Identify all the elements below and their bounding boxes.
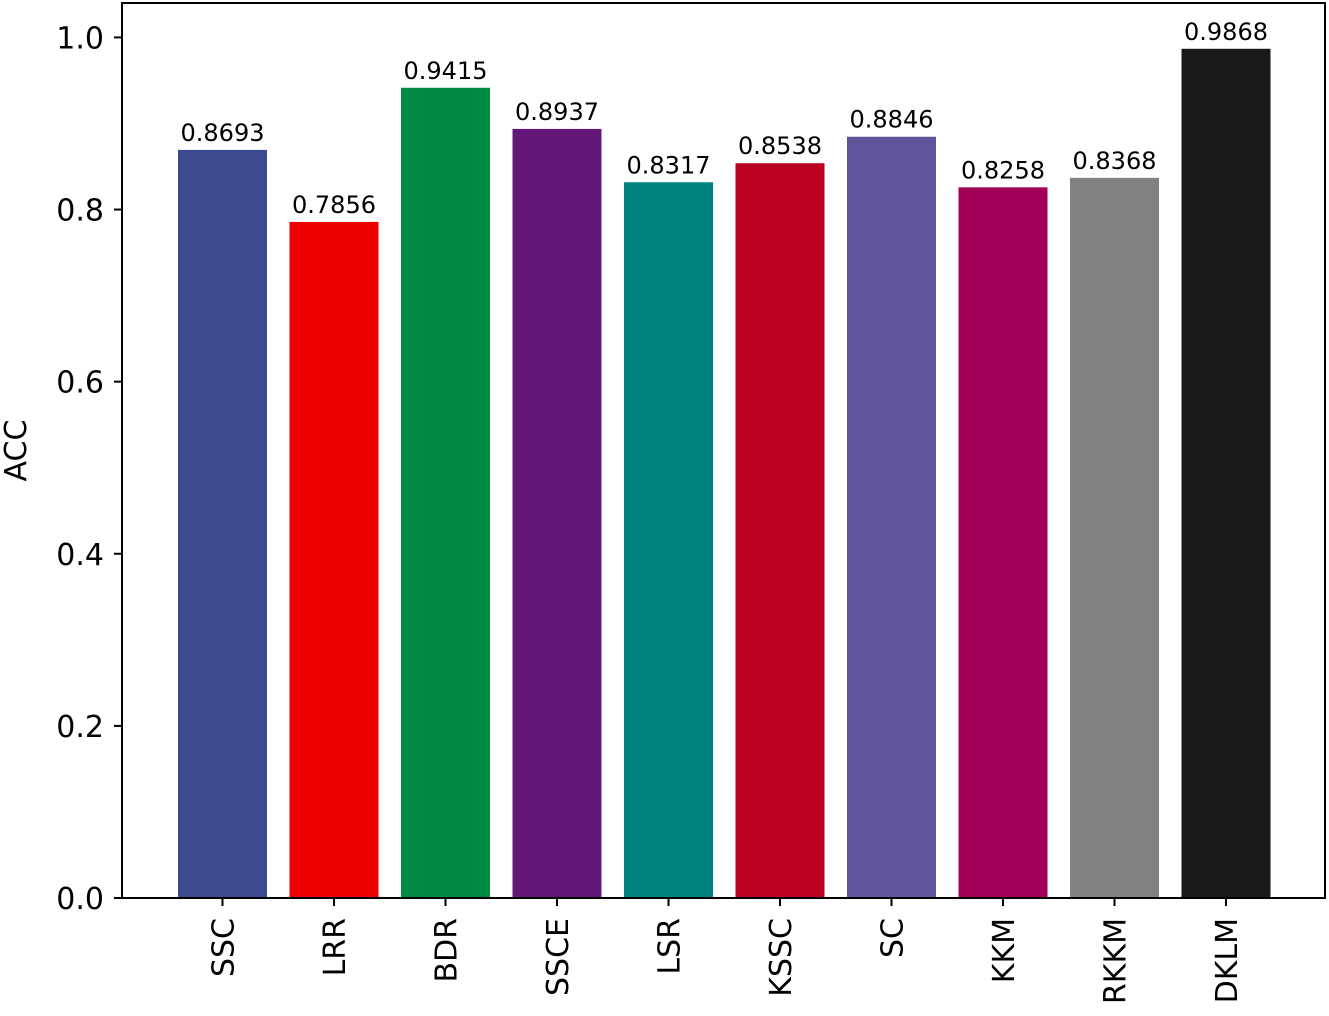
x-axis: SSC LRR BDR SSCE LSR KSSC SC KKM RKKM DKLM	[207, 898, 1245, 1004]
bar-sc	[847, 136, 936, 899]
y-tick-label: 0.0	[56, 882, 104, 917]
bars-layer	[178, 48, 1271, 899]
bar-value-label: 0.8538	[738, 132, 822, 160]
y-tick-label: 1.0	[56, 21, 104, 56]
bar-value-label: 0.8937	[515, 98, 599, 126]
bar-value-label: 0.8846	[850, 106, 934, 134]
x-tick-label-dklm: DKLM	[1210, 918, 1245, 1003]
bar-dklm	[1181, 48, 1271, 898]
x-tick-label-bdr: BDR	[430, 918, 465, 983]
x-tick-label-ssce: SSCE	[541, 918, 576, 996]
x-tick-label-rkkm: RKKM	[1099, 918, 1134, 1004]
bar-kkm	[958, 187, 1048, 898]
bar-bdr	[401, 87, 490, 898]
bar-value-labels: 0.8693 0.7856 0.9415 0.8937 0.8317 0.8538 0.88…	[181, 18, 1268, 219]
bar-rkkm	[1070, 177, 1159, 898]
bar-value-label: 0.7856	[292, 191, 376, 219]
bar-ssc	[178, 149, 267, 898]
y-axis-label: ACC	[0, 420, 34, 482]
bar-lsr	[624, 182, 713, 898]
x-tick-label-lsr: LSR	[653, 918, 688, 975]
x-tick-label-sc: SC	[876, 918, 911, 958]
y-axis: 0.0 0.2 0.4 0.6 0.8 1.0	[56, 21, 122, 917]
y-tick-label: 0.8	[56, 194, 104, 229]
bar-ssce	[512, 128, 602, 898]
bar-value-label: 0.8693	[181, 119, 265, 147]
bar-value-label: 0.8368	[1073, 147, 1157, 175]
bar-value-label: 0.9868	[1184, 18, 1268, 46]
y-tick-label: 0.2	[56, 710, 104, 745]
x-tick-label-lrr: LRR	[318, 918, 353, 976]
plot-frame	[121, 2, 1326, 899]
bar-lrr	[289, 221, 379, 898]
bar-kssc	[735, 163, 825, 898]
x-tick-label-kssc: KSSC	[764, 918, 799, 997]
bar-value-label: 0.8317	[627, 151, 711, 179]
x-tick-label-kkm: KKM	[987, 918, 1022, 983]
y-tick-label: 0.6	[56, 366, 104, 401]
x-tick-label-ssc: SSC	[207, 918, 242, 977]
bar-value-label: 0.9415	[404, 57, 488, 85]
y-tick-label: 0.4	[56, 538, 104, 573]
bar-value-label: 0.8258	[961, 156, 1045, 184]
